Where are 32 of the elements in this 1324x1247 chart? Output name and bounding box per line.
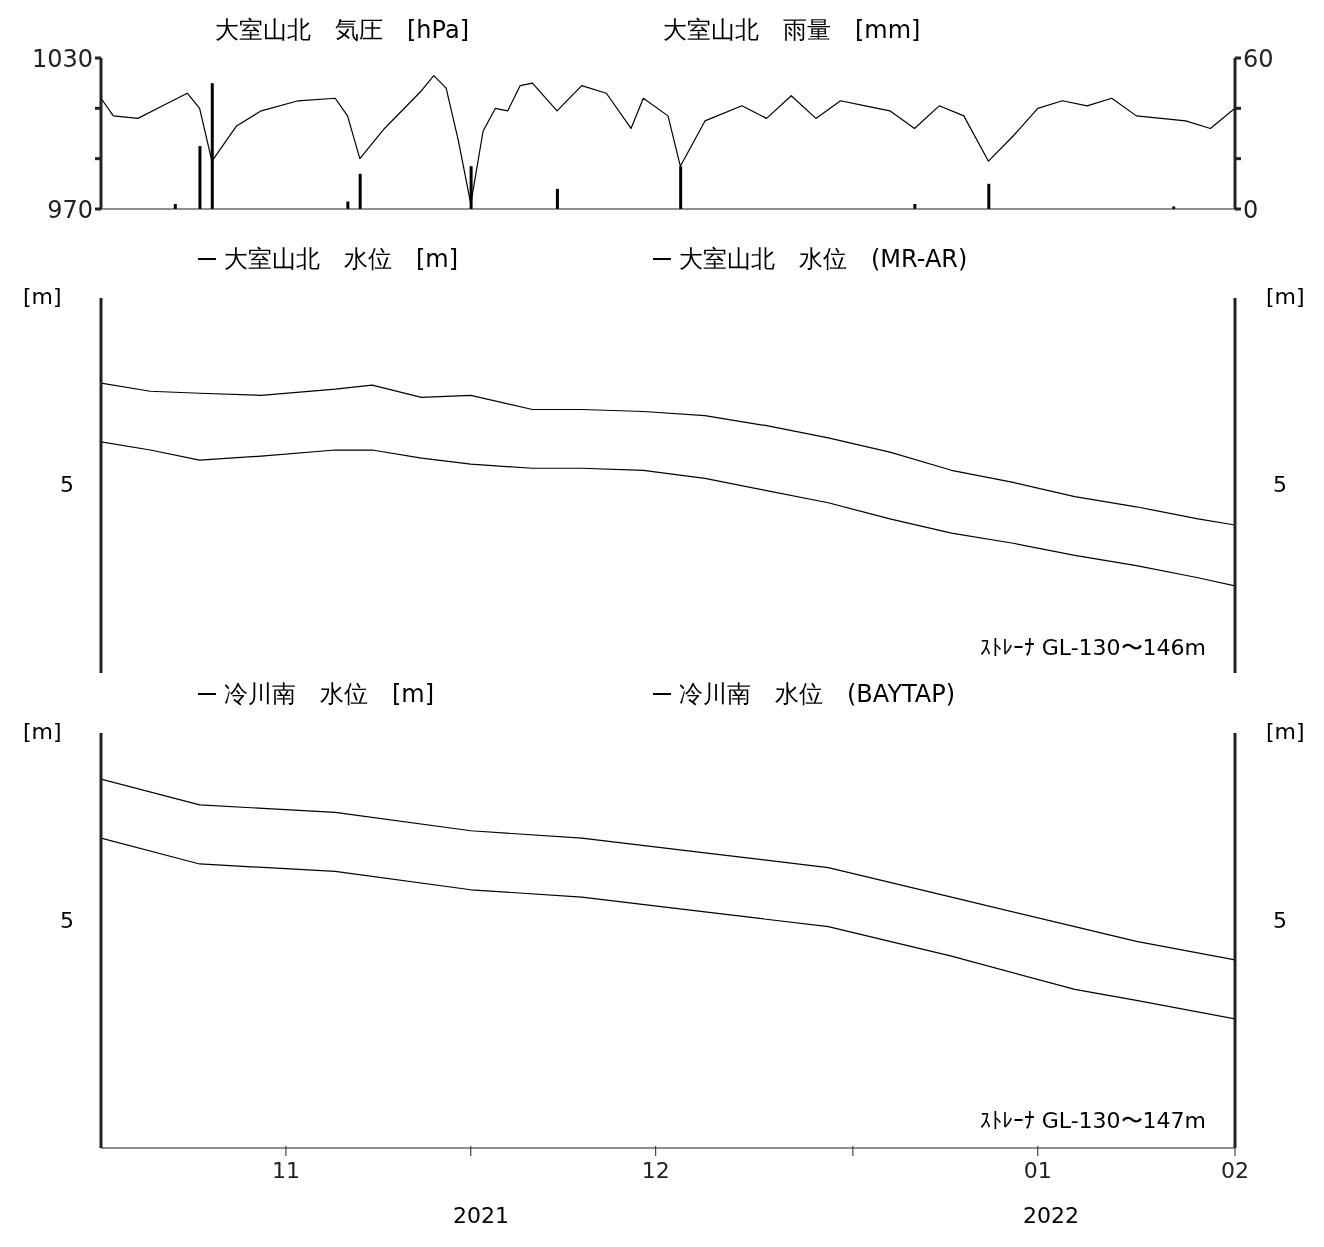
y-tick-label: 970 xyxy=(47,195,93,224)
y2-tick-label: 60 xyxy=(1243,44,1274,73)
annotation: ｽﾄﾚｰﾅ GL-130〜147m xyxy=(979,1107,1206,1135)
text: 5 xyxy=(1273,472,1287,497)
bar xyxy=(198,146,202,209)
x-tick-label: 12 xyxy=(641,1158,670,1183)
bar xyxy=(346,201,350,209)
y2-axis-title: [m] xyxy=(1266,284,1305,309)
legend-label: 冷川南 水位 (BAYTAP) xyxy=(679,679,956,710)
y-axis-title: 大室山北 気圧 [hPa] xyxy=(215,15,470,46)
y-axis-title: [m] xyxy=(23,719,62,744)
text: 5 xyxy=(60,472,74,497)
legend-label: 大室山北 水位 [m] xyxy=(224,244,459,275)
line-series xyxy=(101,75,1235,205)
x-tick-label: 11 xyxy=(271,1158,300,1183)
text: 2021 xyxy=(453,1203,509,1228)
legend-label: 大室山北 水位 (MR-AR) xyxy=(679,244,968,275)
bar xyxy=(987,183,991,209)
bar xyxy=(555,188,559,209)
y2-axis-title: 大室山北 雨量 [mm] xyxy=(663,15,921,46)
y-tick-label: 1030 xyxy=(31,44,93,73)
y2-axis-title: [m] xyxy=(1266,719,1305,744)
x-tick-label: 02 xyxy=(1221,1158,1249,1183)
legend-label: 冷川南 水位 [m] xyxy=(224,679,435,710)
y2-tick-label: 0 xyxy=(1243,195,1259,224)
x-tick-label: 01 xyxy=(1023,1158,1052,1183)
text: ｽﾄﾚｰﾅ GL-130〜146m xyxy=(979,634,1206,662)
bar xyxy=(358,173,362,209)
y-axis-title: [m] xyxy=(23,284,62,309)
text: 5 xyxy=(60,908,74,933)
text: 2022 xyxy=(1023,1203,1079,1228)
text: 5 xyxy=(1273,908,1287,933)
